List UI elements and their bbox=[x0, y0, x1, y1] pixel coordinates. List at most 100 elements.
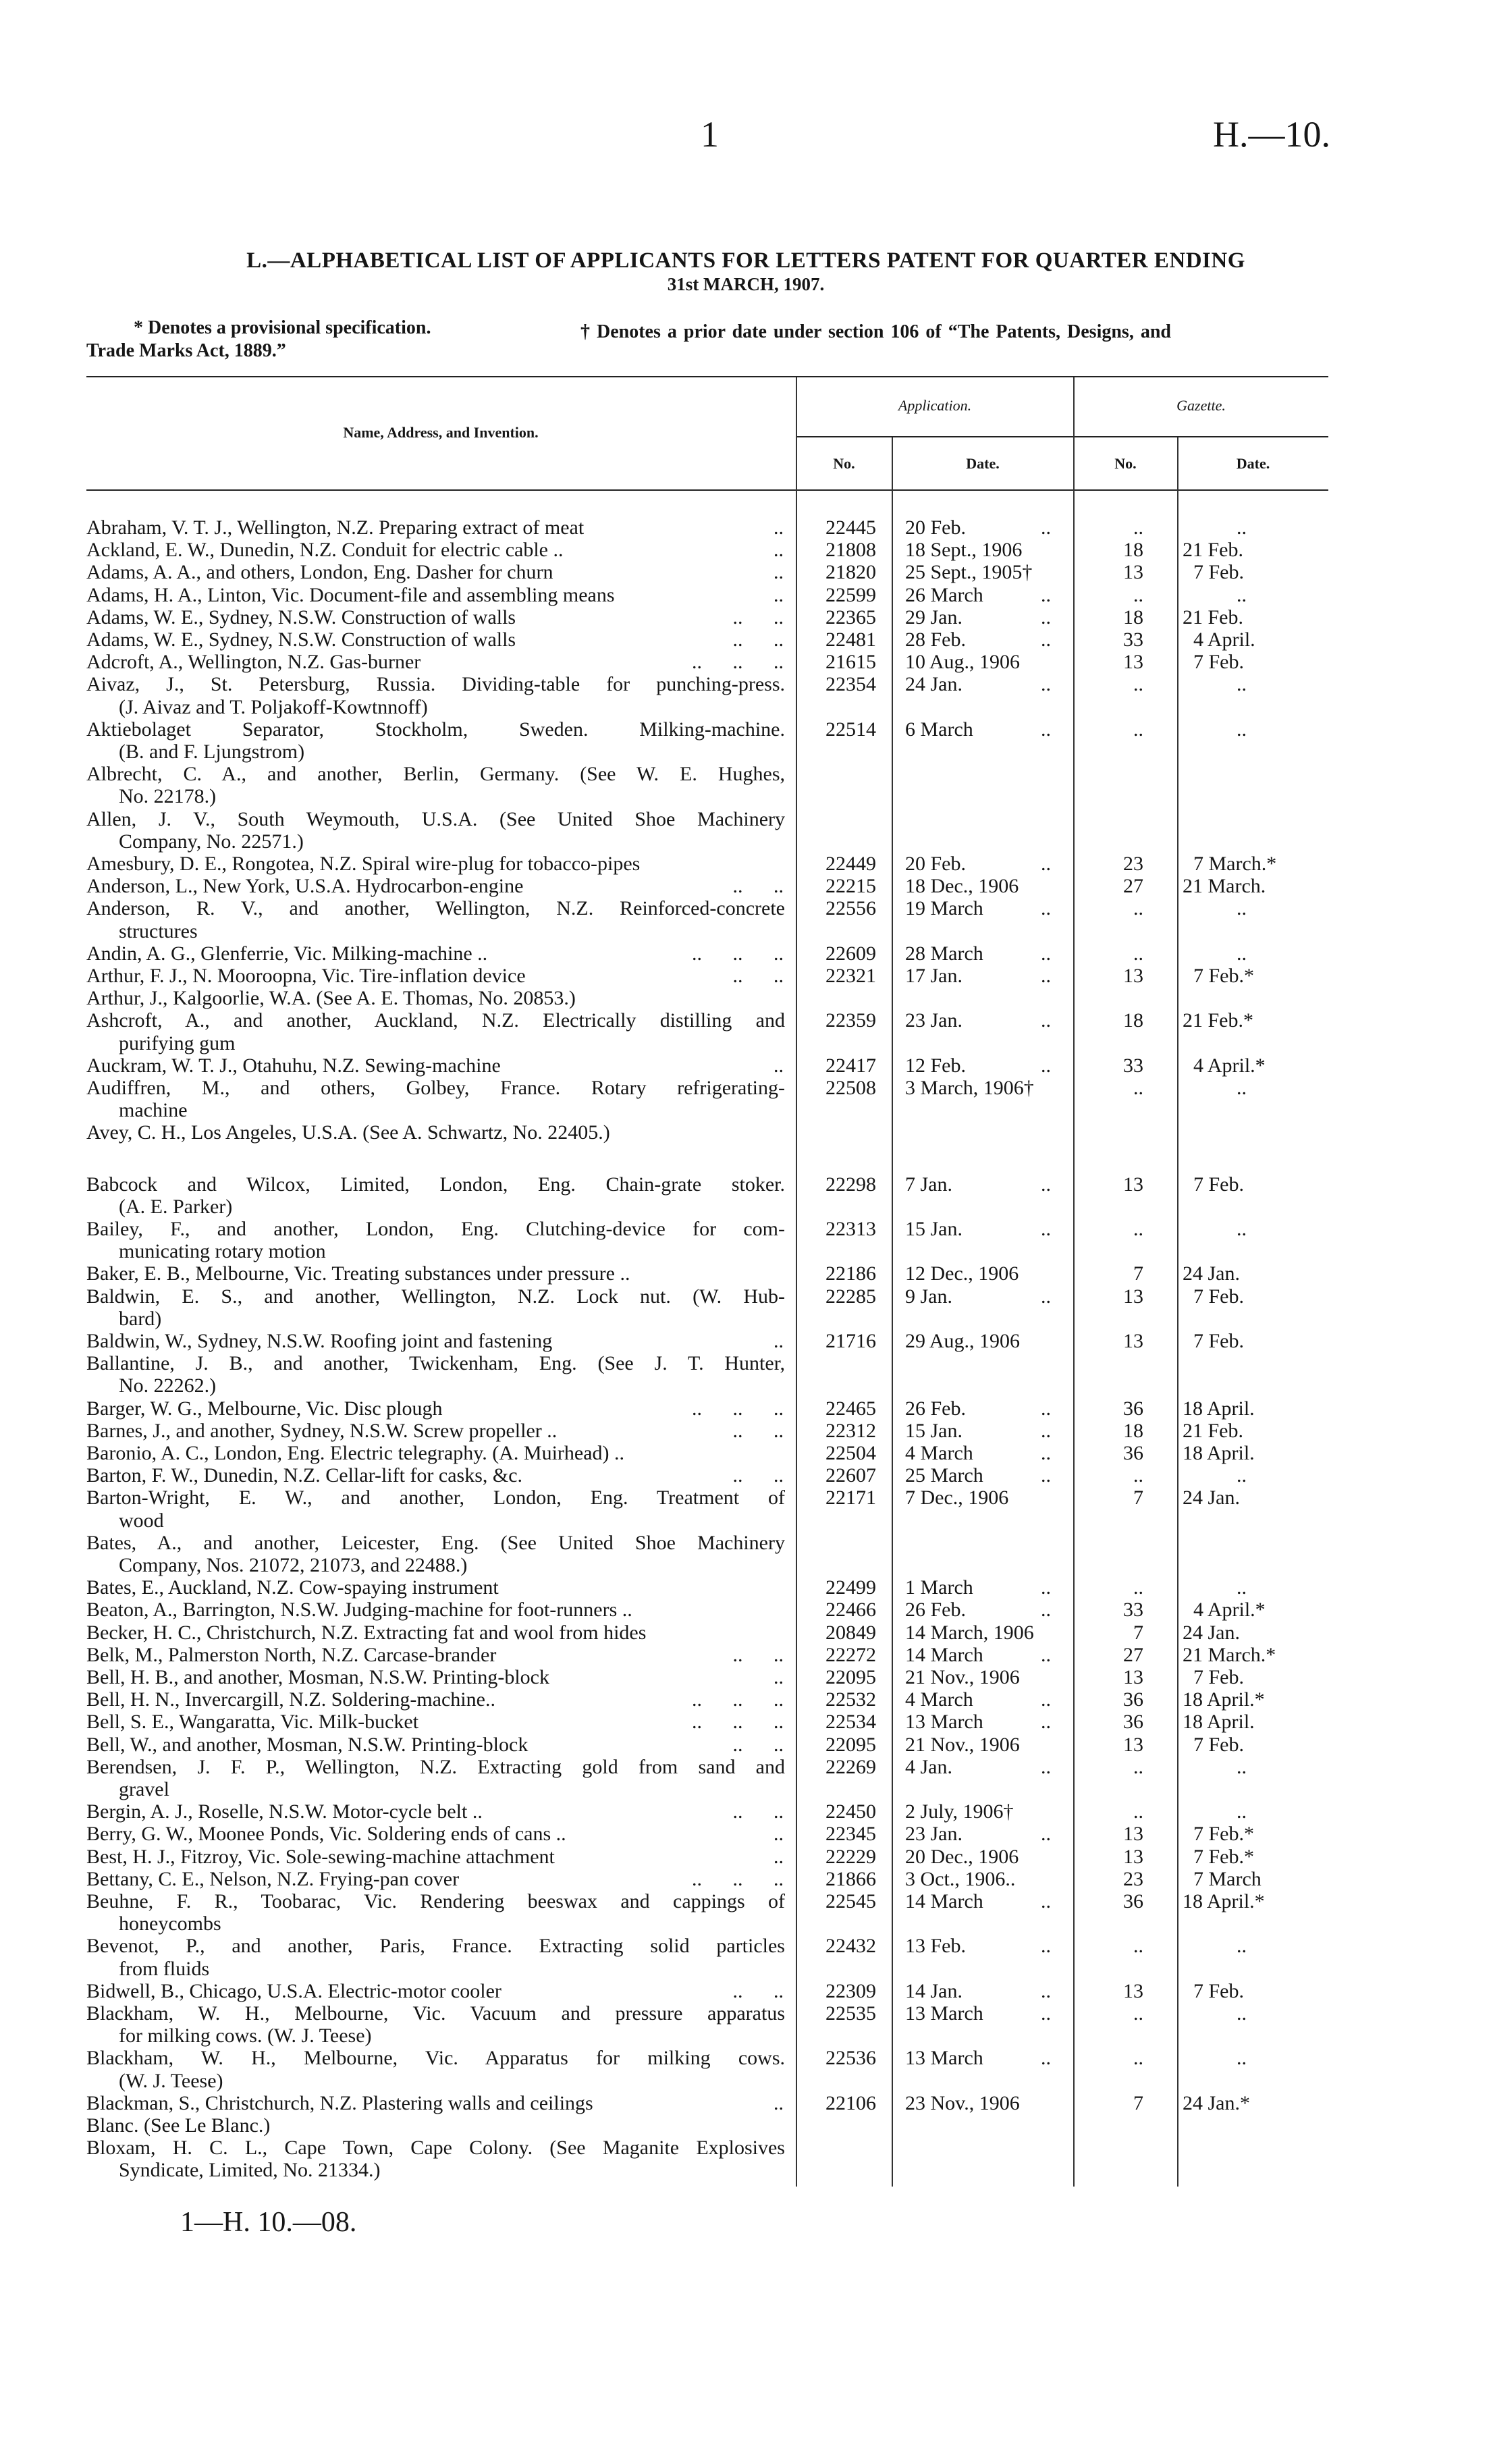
applicant-name: Baldwin, E. S., and another, Wellington,… bbox=[86, 1285, 785, 1308]
application-date: 14 March, 1906 bbox=[905, 1621, 1034, 1644]
leader-dots: .. .. bbox=[732, 1979, 784, 2002]
application-number: 21716 bbox=[825, 1330, 876, 1352]
leader-dots: .. .. .. bbox=[692, 942, 784, 965]
application-number: 22607 bbox=[825, 1464, 876, 1487]
application-number: 22599 bbox=[825, 583, 876, 606]
application-date: 1 March bbox=[905, 1576, 973, 1599]
application-date: 7 Dec., 1906 bbox=[905, 1487, 1009, 1509]
gazette-date: .. bbox=[1237, 2002, 1247, 2025]
applicant-name: Belk, M., Palmerston North, N.Z. Carcase… bbox=[86, 1643, 497, 1666]
application-date: 3 Oct., 1906.. bbox=[905, 1867, 1016, 1890]
gazette-number: 23 bbox=[1123, 1867, 1143, 1890]
gazette-date: 7 Feb. bbox=[1193, 1330, 1244, 1352]
leader-dots: .. bbox=[1041, 1576, 1051, 1599]
application-date: 18 Dec., 1906 bbox=[905, 875, 1019, 898]
application-number: 22171 bbox=[825, 1487, 876, 1509]
gazette-date: 7 Feb.* bbox=[1193, 1845, 1254, 1868]
application-date: 14 Jan. bbox=[905, 1979, 963, 2002]
leader-dots: .. .. bbox=[732, 1464, 784, 1487]
application-number: 21820 bbox=[825, 561, 876, 584]
application-date: 13 March bbox=[905, 2002, 983, 2025]
application-date: 12 Dec., 1906 bbox=[905, 1262, 1019, 1285]
application-date: 14 March bbox=[905, 1643, 983, 1666]
application-date: 20 Feb. bbox=[905, 516, 966, 539]
leader-dots: .. bbox=[774, 1823, 784, 1846]
application-number: 22514 bbox=[825, 718, 876, 741]
application-number: 22269 bbox=[825, 1755, 876, 1778]
leader-dots: .. .. bbox=[732, 1800, 784, 1823]
applicant-name: Amesbury, D. E., Rongotea, N.Z. Spiral w… bbox=[86, 853, 641, 875]
gazette-number: 13 bbox=[1123, 1823, 1143, 1846]
application-number: 22545 bbox=[825, 1890, 876, 1912]
gazette-number: .. bbox=[1133, 1218, 1143, 1240]
application-date: 29 Jan. bbox=[905, 606, 963, 628]
gazette-number: .. bbox=[1133, 897, 1143, 920]
leader-dots: .. bbox=[1041, 1419, 1051, 1442]
leader-dots: .. bbox=[1041, 628, 1051, 651]
leader-dots: .. .. .. bbox=[692, 1688, 784, 1711]
applicant-name: Adams, H. A., Linton, Vic. Document-file… bbox=[86, 583, 615, 606]
application-date: 7 Jan. bbox=[905, 1173, 952, 1196]
gazette-date: 18 April.* bbox=[1183, 1890, 1265, 1912]
leader-dots: .. .. bbox=[732, 1419, 784, 1442]
applicant-name: Bates, A., and another, Leicester, Eng. … bbox=[86, 1531, 785, 1554]
leader-dots: .. bbox=[1041, 1688, 1051, 1711]
application-number: 21866 bbox=[825, 1867, 876, 1890]
leader-dots: .. bbox=[1041, 1755, 1051, 1778]
leader-dots: .. bbox=[774, 1054, 784, 1077]
applicant-name: Adcroft, A., Wellington, N.Z. Gas-burner bbox=[86, 651, 421, 674]
application-number: 22312 bbox=[825, 1419, 876, 1442]
application-number: 21615 bbox=[825, 651, 876, 674]
gazette-number: 33 bbox=[1123, 628, 1143, 651]
applicant-name: Auckram, W. T. J., Otahuhu, N.Z. Sewing-… bbox=[86, 1054, 501, 1077]
application-date: 15 Jan. bbox=[905, 1419, 963, 1442]
leader-dots: .. bbox=[1041, 1711, 1051, 1734]
gazette-number: 13 bbox=[1123, 1733, 1143, 1756]
application-date: 28 March bbox=[905, 942, 983, 965]
application-date: 26 Feb. bbox=[905, 1397, 966, 1420]
gazette-date: 7 Feb. bbox=[1193, 561, 1244, 584]
applicant-name-continued: from fluids bbox=[119, 1957, 210, 1980]
application-date: 13 Feb. bbox=[905, 1935, 966, 1958]
application-number: 22556 bbox=[825, 897, 876, 920]
column-header-gazette-date: Date. bbox=[1236, 455, 1270, 472]
application-date: 2 July, 1906† bbox=[905, 1800, 1014, 1823]
gazette-number: .. bbox=[1133, 1800, 1143, 1823]
gazette-date: .. bbox=[1237, 897, 1247, 920]
applicant-name-continued: No. 22178.) bbox=[119, 785, 217, 808]
applicant-name-continued: purifying gum bbox=[119, 1032, 236, 1054]
document-code: H.—10. bbox=[1213, 114, 1330, 155]
gazette-number: .. bbox=[1133, 1576, 1143, 1599]
applicant-name: Beuhne, F. R., Toobarac, Vic. Rendering … bbox=[86, 1890, 785, 1912]
gazette-number: .. bbox=[1133, 1755, 1143, 1778]
applicant-name: Aktiebolaget Separator, Stockholm, Swede… bbox=[86, 718, 785, 741]
column-header-gazette: Gazette. bbox=[1176, 397, 1226, 414]
gazette-date: 24 Jan. bbox=[1183, 1262, 1240, 1285]
application-date: 26 March bbox=[905, 583, 983, 606]
gazette-date: 21 March.* bbox=[1183, 1643, 1276, 1666]
application-number: 22095 bbox=[825, 1733, 876, 1756]
leader-dots: .. bbox=[1041, 2002, 1051, 2025]
application-number: 22345 bbox=[825, 1823, 876, 1846]
leader-dots: .. bbox=[1041, 853, 1051, 875]
gazette-date: .. bbox=[1237, 718, 1247, 741]
leader-dots: .. bbox=[774, 1845, 784, 1868]
column-header-gazette-no: No. bbox=[1114, 455, 1137, 472]
applicant-name: Barton, F. W., Dunedin, N.Z. Cellar-lift… bbox=[86, 1464, 523, 1487]
gazette-date: .. bbox=[1237, 1218, 1247, 1240]
leader-dots: .. bbox=[1041, 1890, 1051, 1912]
applicant-name-continued: Syndicate, Limited, No. 21334.) bbox=[119, 2159, 381, 2182]
gazette-date: 7 Feb. bbox=[1193, 1979, 1244, 2002]
leader-dots: .. bbox=[1041, 1285, 1051, 1308]
application-date: 23 Nov., 1906 bbox=[905, 2091, 1020, 2114]
gazette-number: 23 bbox=[1123, 853, 1143, 875]
gazette-number: .. bbox=[1133, 2002, 1143, 2025]
gazette-number: .. bbox=[1133, 718, 1143, 741]
header-bottom-rule bbox=[86, 489, 1328, 491]
gazette-date: 21 Feb. bbox=[1183, 606, 1243, 628]
applicant-name: Audiffren, M., and others, Golbey, Franc… bbox=[86, 1077, 785, 1099]
application-number: 22095 bbox=[825, 1666, 876, 1688]
application-number: 20849 bbox=[825, 1621, 876, 1644]
applicant-name: Bell, H. N., Invercargill, N.Z. Solderin… bbox=[86, 1688, 495, 1711]
application-date: 29 Aug., 1906 bbox=[905, 1330, 1021, 1352]
